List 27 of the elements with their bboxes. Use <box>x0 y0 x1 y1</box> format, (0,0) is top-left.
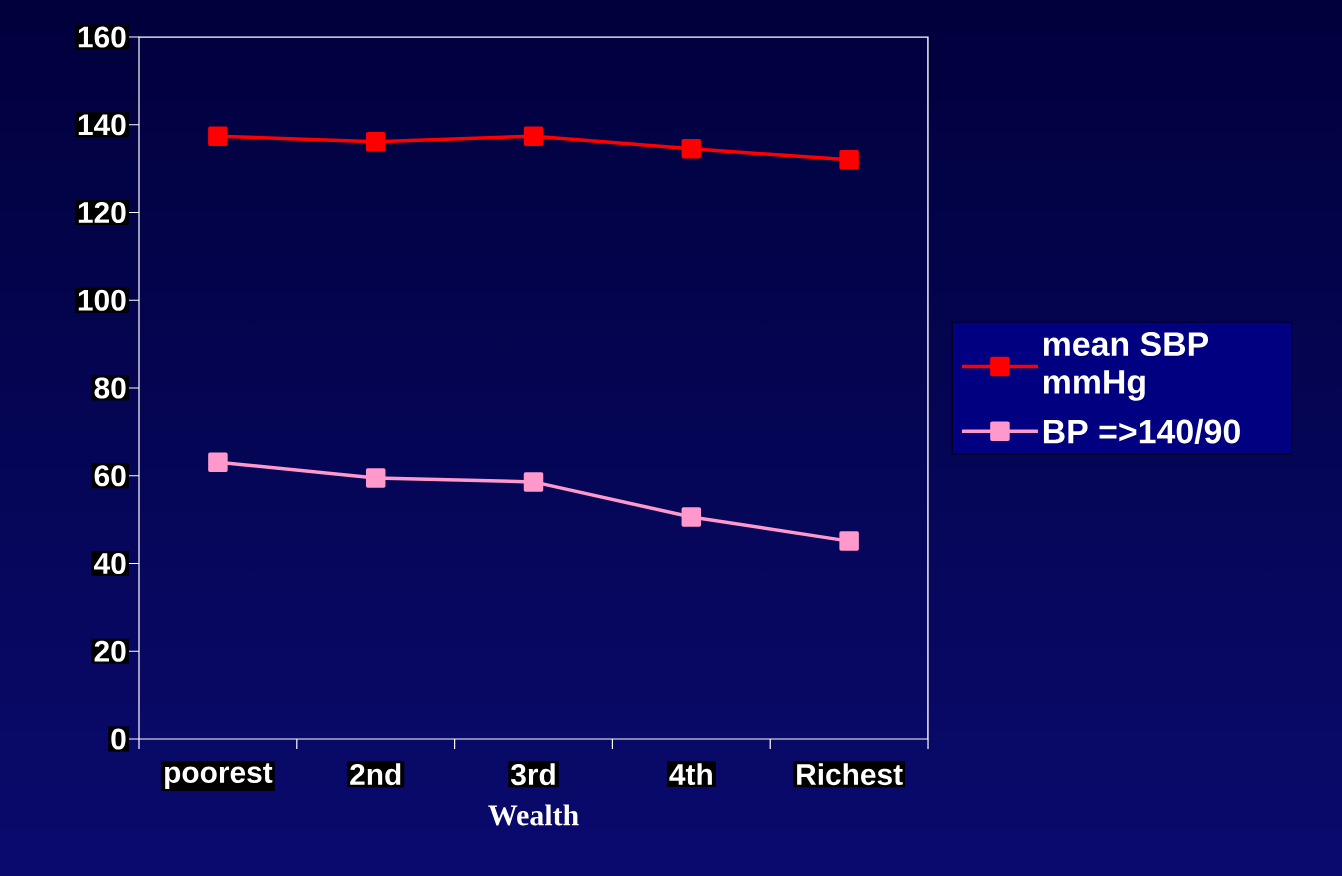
x-tick-label: 2nd <box>350 763 401 786</box>
point <box>681 507 702 527</box>
y-tick-label: 40 <box>94 552 126 575</box>
legend-label: BP =>140/90 <box>1043 418 1240 444</box>
x-tick-label: Richest <box>797 763 903 786</box>
y-tick-label: 0 <box>111 728 126 750</box>
point <box>681 139 702 159</box>
point <box>839 531 859 551</box>
x-axis-title: Wealth <box>488 804 579 826</box>
x-tick-label: 3rd <box>510 763 555 786</box>
y-tick-label: 100 <box>78 289 126 311</box>
point <box>208 452 228 472</box>
x-tick-label: 4th <box>669 763 712 786</box>
legend-label: mean SBP mmHg <box>1043 332 1209 401</box>
point <box>839 150 859 170</box>
y-tick-label: 20 <box>94 640 126 662</box>
point <box>208 126 228 146</box>
point <box>365 132 386 152</box>
y-tick-label: 60 <box>94 465 126 487</box>
y-tick-label: 120 <box>78 201 126 224</box>
point <box>365 468 386 488</box>
y-tick-label: 140 <box>78 114 126 136</box>
x-tick-label: poorest <box>165 763 273 789</box>
point <box>523 126 544 146</box>
y-tick-label: 160 <box>78 26 126 48</box>
point <box>523 472 544 492</box>
y-tick-label: 80 <box>94 377 126 399</box>
